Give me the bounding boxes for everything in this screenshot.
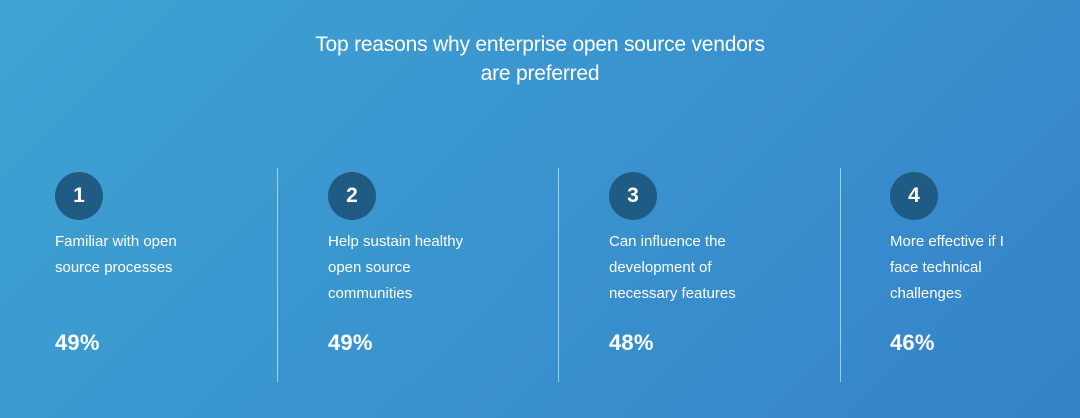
reason-percent: 49% [328,330,373,355]
title-line-2: are preferred [480,62,600,85]
reason-percent: 48% [609,330,654,355]
column-divider [840,168,841,382]
reason-number-badge: 2 [328,172,376,220]
reason-text: Help sustain healthy open source communi… [328,233,464,302]
column-divider [558,168,559,382]
reasons-row: 1 Familiar with open source processes 49… [0,168,1080,382]
reason-number-badge: 1 [55,172,103,220]
reason-number-badge: 3 [609,172,657,220]
reason-text: Can influence the development of necessa… [609,233,736,302]
infographic-title: Top reasons why enterprise open source v… [0,30,1080,88]
title-line-1: Top reasons why enterprise open source v… [315,33,765,56]
reason-number-badge: 4 [890,172,938,220]
reason-percent: 46% [890,330,935,355]
reason-text: More effective if I face technical chall… [890,233,1004,302]
reason-percent: 49% [55,330,100,355]
reason-text: Familiar with open source processes [55,233,177,276]
column-divider [277,168,278,382]
